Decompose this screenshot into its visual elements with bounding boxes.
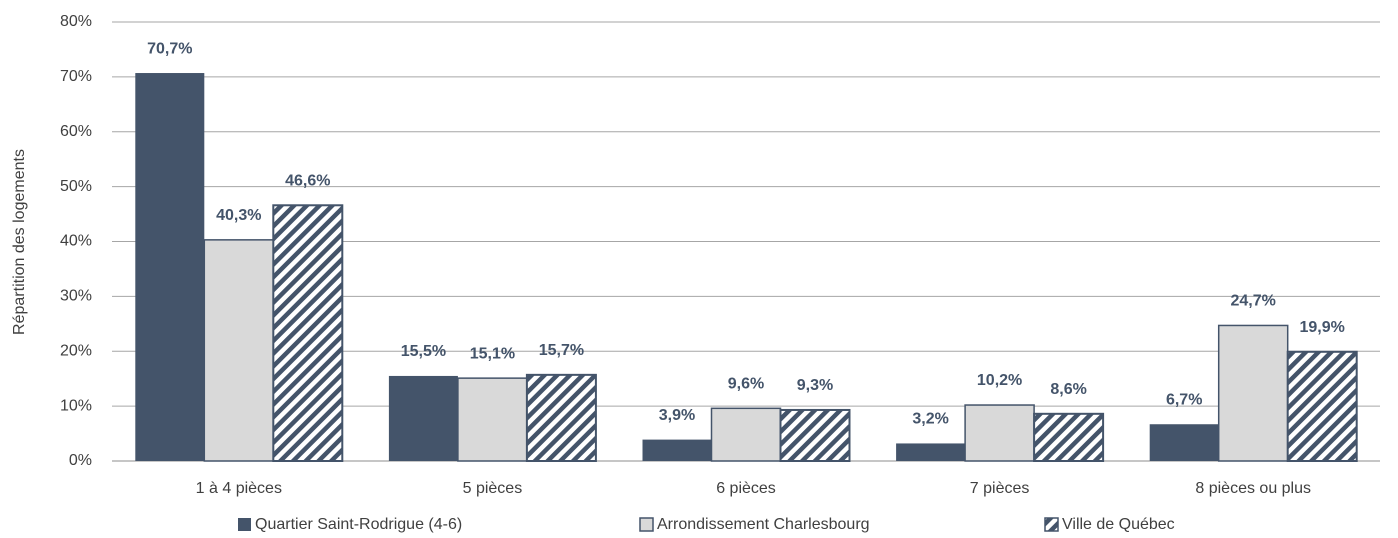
bar (1286, 350, 1358, 462)
bar (525, 373, 597, 462)
y-tick-label: 70% (60, 68, 92, 85)
y-tick-label: 80% (60, 13, 92, 30)
value-label: 9,3% (797, 377, 833, 394)
bar (964, 404, 1035, 462)
legend-label: Arrondissement Charlesbourg (657, 516, 870, 533)
value-label: 46,6% (285, 173, 330, 190)
bar (272, 204, 344, 462)
x-tick-label: 6 pièces (716, 480, 776, 497)
x-tick-label: 8 pièces ou plus (1195, 480, 1311, 497)
value-label: 40,3% (216, 207, 261, 224)
bar (779, 408, 851, 462)
y-tick-label: 50% (60, 178, 92, 195)
legend-label: Quartier Saint-Rodrigue (4-6) (255, 516, 462, 533)
x-tick-label: 1 à 4 pièces (196, 480, 282, 497)
y-tick-label: 20% (60, 342, 92, 359)
bar (1217, 324, 1289, 462)
bar (1149, 424, 1219, 461)
y-tick-label: 30% (60, 288, 92, 305)
bar (1033, 412, 1105, 462)
y-tick-label: 40% (60, 233, 92, 250)
legend-swatch (238, 518, 251, 531)
bar (388, 375, 458, 461)
bar (896, 443, 966, 461)
y-tick-label: 60% (60, 123, 92, 140)
legend-swatch (639, 517, 654, 532)
value-label: 10,2% (977, 372, 1022, 389)
bar (135, 73, 205, 461)
value-label: 9,6% (728, 376, 764, 393)
value-label: 70,7% (147, 40, 192, 57)
legend-swatch (1044, 517, 1059, 532)
value-label: 8,6% (1050, 381, 1086, 398)
value-label: 3,2% (912, 411, 948, 428)
value-label: 15,1% (470, 345, 515, 362)
value-label: 19,9% (1300, 319, 1345, 336)
y-tick-label: 0% (69, 452, 92, 469)
y-tick-label: 10% (60, 397, 92, 414)
x-tick-label: 5 pièces (463, 480, 523, 497)
bar (457, 377, 528, 462)
y-axis-label: Répartition des logements (11, 149, 28, 335)
x-tick-label: 7 pièces (970, 480, 1030, 497)
value-label: 24,7% (1231, 293, 1276, 310)
value-label: 3,9% (659, 407, 695, 424)
bar (710, 407, 782, 462)
value-label: 15,7% (539, 342, 584, 359)
bar (203, 239, 275, 462)
legend-label: Ville de Québec (1062, 516, 1175, 533)
bar (642, 439, 712, 461)
value-label: 15,5% (401, 343, 446, 360)
value-label: 6,7% (1166, 391, 1202, 408)
